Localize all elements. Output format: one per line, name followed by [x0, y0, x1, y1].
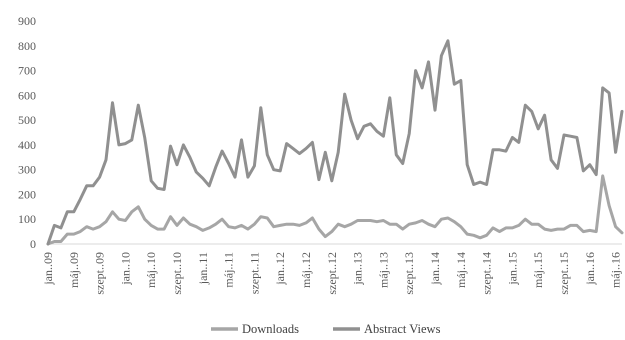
x-tick-label: jan..12	[273, 252, 287, 286]
x-tick-label: máj..14	[454, 252, 468, 288]
x-axis: jan..09 máj..09 szept..09 jan..10 máj..10 sze…	[41, 252, 623, 295]
x-tick-label: szept..13	[402, 252, 416, 295]
x-tick-label: máj..13	[376, 252, 390, 288]
x-tick-label: szept..10	[170, 252, 184, 295]
x-tick-label: szept..15	[557, 252, 571, 295]
y-tick-label: 800	[18, 39, 36, 53]
x-tick-label: máj..12	[299, 252, 313, 288]
x-tick-label: jan..14	[428, 252, 442, 286]
y-tick-label: 500	[18, 113, 36, 127]
series-line-abstract-views	[46, 39, 624, 246]
x-tick-label: máj..11	[222, 252, 236, 288]
y-tick-label: 900	[18, 14, 36, 28]
x-tick-label: jan..15	[505, 252, 519, 286]
x-tick-label: jan..13	[351, 252, 365, 286]
x-tick-label: jan..16	[583, 252, 597, 286]
x-tick-label: szept..12	[325, 252, 339, 295]
legend-label-abstract-views: Abstract Views	[364, 322, 441, 336]
series-group	[46, 39, 624, 246]
y-tick-label: 600	[18, 88, 36, 102]
y-tick-label: 100	[18, 212, 36, 226]
x-tick-label: máj..10	[144, 252, 158, 288]
y-tick-label: 200	[18, 187, 36, 201]
y-tick-label: 0	[30, 237, 36, 251]
x-tick-label: máj..15	[531, 252, 545, 288]
legend-item-abstract-views: Abstract Views	[333, 322, 441, 336]
series-line-downloads	[46, 174, 624, 246]
y-tick-label: 300	[18, 163, 36, 177]
legend-label-downloads: Downloads	[242, 322, 299, 336]
x-tick-label: máj..16	[609, 252, 623, 288]
y-tick-label: 400	[18, 138, 36, 152]
x-tick-label: jan..11	[196, 252, 210, 285]
y-axis: 0 100 200 300 400 500 600 700 800 900	[18, 14, 36, 251]
x-tick-label: máj..09	[67, 252, 81, 288]
x-tick-label: szept..14	[480, 252, 494, 295]
x-tick-label: jan..10	[118, 252, 132, 286]
legend-item-downloads: Downloads	[211, 322, 299, 336]
legend: Downloads Abstract Views	[211, 322, 441, 336]
x-tick-label: szept..09	[93, 252, 107, 295]
y-tick-label: 700	[18, 64, 36, 78]
x-tick-label: jan..09	[41, 252, 55, 286]
x-tick-label: szept..11	[247, 252, 261, 294]
